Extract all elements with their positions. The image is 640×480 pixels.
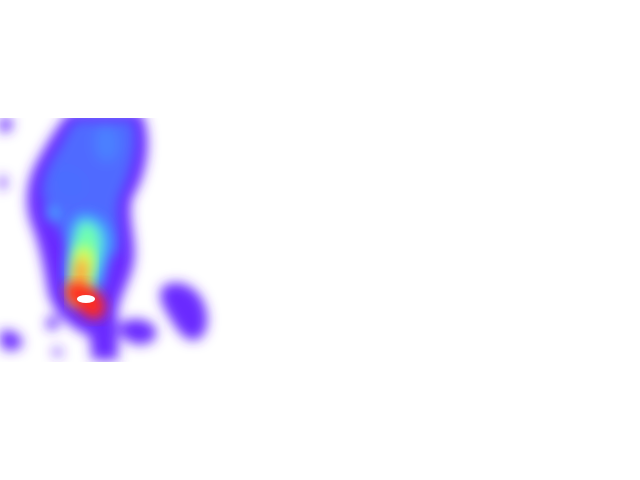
heat-peak xyxy=(77,295,95,303)
heat-region-blue xyxy=(41,120,136,256)
